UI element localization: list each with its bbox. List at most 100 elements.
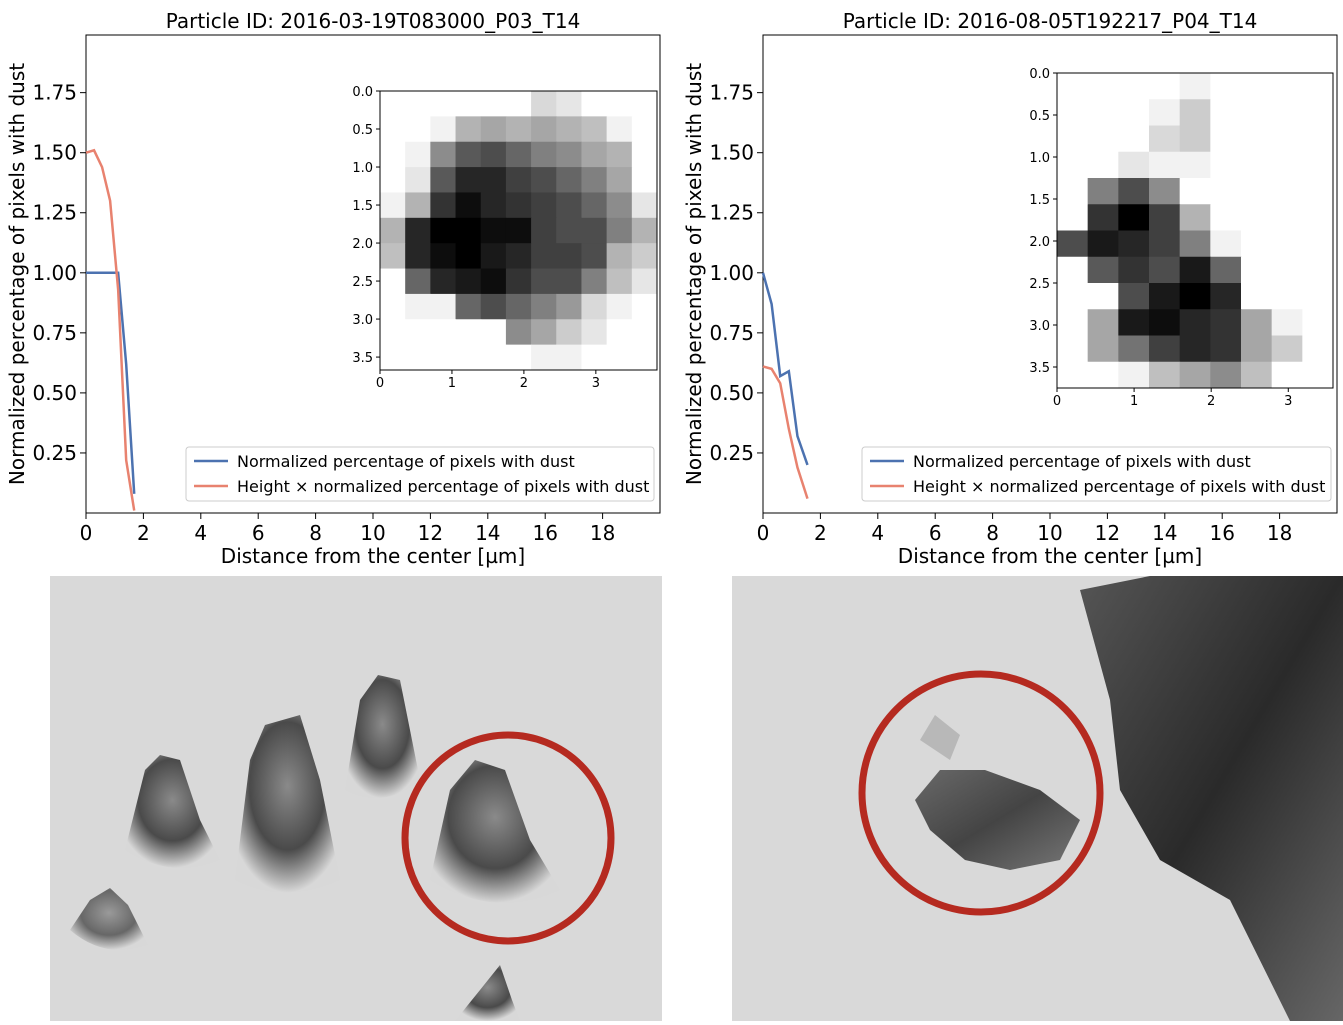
heatmap-cell [380,116,406,143]
heatmap-cell [1210,361,1242,389]
x-tick-label: 0 [80,521,93,545]
heatmap-cell [1179,256,1211,284]
heatmap-cell [631,319,658,346]
data-line [85,148,136,511]
heatmap-cell [1241,283,1273,310]
heatmap-cell [1057,335,1089,363]
x-axis-label: Distance from the center [µm] [221,544,525,568]
x-tick-label: 16 [532,521,557,545]
inset-y-tick-label: 1.5 [352,199,373,214]
heatmap-cell [380,319,406,346]
heatmap-cell [505,344,532,371]
heatmap-cell [405,243,431,270]
heatmap-cell [581,319,608,346]
heatmap-cell [380,192,406,219]
heatmap-cell [1087,309,1119,336]
heatmap-cell [505,217,532,244]
heatmap-cell [430,217,457,244]
heatmap-cell [1271,151,1303,179]
y-tick-label: 0.75 [32,321,77,345]
heatmap-cell [380,167,406,193]
inset-x-tick-label: 1 [1130,394,1138,409]
heatmap-cell [1149,230,1181,258]
heatmap-cell [1302,335,1334,363]
heatmap-cell [1302,256,1334,284]
inset-x-tick-label: 3 [592,376,600,391]
heatmap-cell [430,116,457,143]
legend-box [861,446,1332,502]
heatmap-cell [1118,73,1150,100]
heatmap-cell [1241,309,1273,336]
inset-y-tick-label: 2.5 [352,275,373,290]
heatmap-cell [531,192,557,219]
heatmap-cell [405,319,431,346]
heatmap-cell [1271,204,1303,231]
y-tick-label: 0.75 [709,321,754,345]
heatmap-cell [405,192,431,219]
inset-y-tick-label: 2.0 [352,237,373,252]
y-tick-label: 1.50 [709,141,754,165]
heatmap-cell [430,243,457,270]
heatmap-cell [480,91,507,117]
heatmap-cell [455,141,482,168]
heatmap-cell [1087,283,1119,310]
heatmap-cell [480,268,507,295]
heatmap-cell [405,116,431,143]
heatmap-cell [1271,125,1303,153]
x-tick-label: 18 [1267,521,1292,545]
heatmap-cell [405,268,431,295]
y-tick-label: 0.50 [709,381,754,405]
heatmap-cell [430,91,457,117]
heatmap-cell [1241,335,1273,363]
heatmap-cell [1149,256,1181,284]
y-tick-label: 1.00 [32,261,77,285]
heatmap-cell [505,141,532,168]
heatmap-cell [581,192,608,219]
heatmap-cell [1302,178,1334,205]
heatmap-cell [1118,178,1150,205]
data-line [761,272,809,466]
heatmap-cell [1087,151,1119,179]
heatmap-cell [1057,361,1089,389]
heatmap-cell [631,167,658,193]
heatmap-cell [1179,178,1211,205]
heatmap-cell [1149,361,1181,389]
heatmap-cell [455,91,482,117]
y-axis-label: Normalized percentage of pixels with dus… [682,63,706,485]
surface-render-left [50,576,662,1021]
heatmap-cell [380,243,406,270]
heatmap-cell [405,344,431,371]
heatmap-cell [631,344,658,371]
heatmap-cell [480,243,507,270]
y-axis-label: Normalized percentage of pixels with dus… [5,63,29,485]
inset-frame [1056,72,1334,389]
heatmap-cell [1302,309,1334,336]
data-line [762,365,809,499]
y-tick-label: 1.25 [709,201,754,225]
heatmap-cell [606,319,633,346]
heatmap-cell [606,116,633,143]
heatmap-cell [480,319,507,346]
heatmap-cell [606,217,633,244]
inset-y-tick-label: 3.5 [1029,361,1050,376]
data-line [86,271,136,494]
heatmap-cell [556,344,582,371]
heatmap-cell [1241,361,1273,389]
y-tick-label: 1.50 [32,141,77,165]
heatmap-cell [1241,151,1273,179]
heatmap-cell [1149,204,1181,231]
heatmap-cell [1241,73,1273,100]
legend-label: Normalized percentage of pixels with dus… [913,452,1251,471]
heatmap-cell [430,192,457,219]
heatmap-cell [380,293,406,320]
heatmap-cell [631,243,658,270]
heatmap-cell [1149,178,1181,205]
legend-label: Height × normalized percentage of pixels… [237,477,649,496]
heatmap-cell [455,319,482,346]
heatmap-cell [556,268,582,295]
heatmap-cell [1241,99,1273,126]
heatmap-cell [631,293,658,320]
heatmap-cell [531,167,557,193]
heatmap-cell [430,268,457,295]
